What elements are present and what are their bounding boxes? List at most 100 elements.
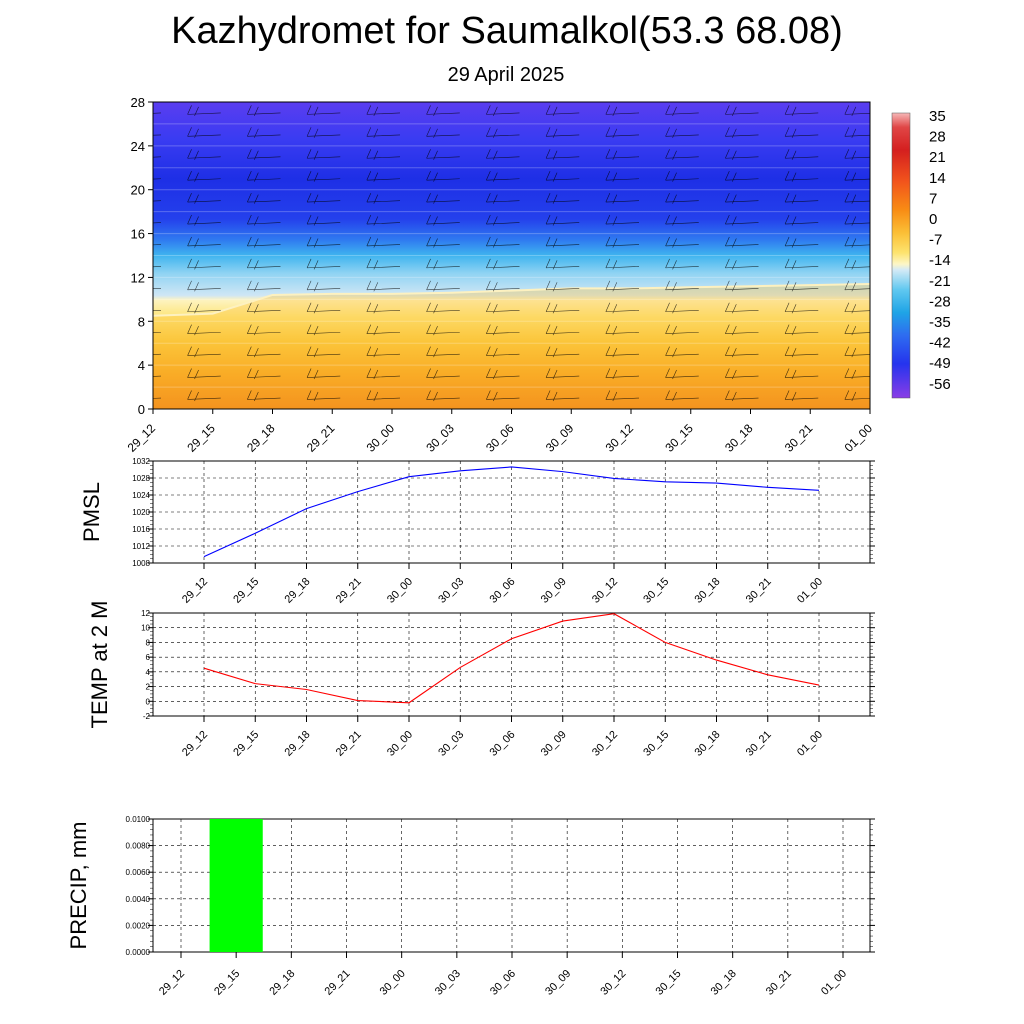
x-tick-label: 01_00 bbox=[795, 576, 825, 606]
wind-barb bbox=[844, 105, 870, 117]
colorbar-label: -42 bbox=[929, 335, 951, 352]
wind-barb bbox=[306, 236, 341, 248]
x-tick-label: 30_09 bbox=[543, 968, 573, 998]
wind-barb bbox=[665, 302, 699, 314]
wind-barb bbox=[784, 127, 819, 138]
x-tick-label: 30_00 bbox=[378, 968, 408, 998]
temp2m-ylabel: TEMP at 2 M bbox=[87, 601, 112, 729]
wind-barb bbox=[665, 171, 699, 182]
wind-barb bbox=[784, 171, 819, 182]
x-tick-label: 29_15 bbox=[231, 576, 261, 606]
wind-barb bbox=[306, 105, 341, 117]
wind-barb bbox=[725, 236, 759, 248]
wind-barb bbox=[486, 192, 520, 204]
x-tick-label: 29_18 bbox=[283, 729, 313, 759]
wind-barb bbox=[844, 171, 870, 182]
wind-barb bbox=[605, 105, 640, 117]
wind-barb bbox=[486, 105, 520, 117]
wind-barb bbox=[725, 280, 759, 292]
wind-barb bbox=[605, 324, 640, 336]
x-tick-label: 29_12 bbox=[125, 421, 159, 455]
wind-barb bbox=[153, 244, 162, 246]
y-tick-label: 12 bbox=[141, 609, 150, 618]
x-tick-label: 30_21 bbox=[782, 421, 816, 455]
x-tick-label: 30_03 bbox=[423, 421, 457, 455]
x-tick-label: 30_00 bbox=[385, 576, 415, 606]
wind-barb bbox=[725, 368, 759, 380]
x-tick-label: 29_21 bbox=[304, 421, 338, 455]
wind-barb bbox=[153, 112, 162, 114]
wind-barb bbox=[605, 390, 640, 402]
wind-barb bbox=[486, 324, 520, 336]
wind-barb bbox=[247, 236, 281, 248]
x-tick-label: 01_00 bbox=[819, 968, 849, 998]
wind-barb bbox=[665, 324, 699, 336]
wind-barb bbox=[426, 105, 460, 117]
x-tick-label: 30_09 bbox=[539, 576, 569, 606]
x-tick-label: 30_12 bbox=[598, 968, 628, 998]
wind-barb bbox=[486, 236, 520, 248]
y-tick-label: 1020 bbox=[132, 508, 150, 517]
wind-barb bbox=[725, 346, 759, 358]
wind-barb bbox=[366, 171, 401, 182]
y-tick-label: 1012 bbox=[132, 542, 150, 551]
wind-barb bbox=[545, 346, 580, 358]
wind-barb bbox=[844, 127, 870, 138]
wind-barb bbox=[153, 156, 162, 158]
x-tick-label: 29_15 bbox=[184, 421, 218, 455]
x-tick-label: 30_06 bbox=[488, 968, 518, 998]
x-tick-label: 29_15 bbox=[231, 729, 261, 759]
x-tick-label: 30_15 bbox=[654, 968, 684, 998]
wind-barb bbox=[366, 302, 401, 314]
wind-barb bbox=[153, 397, 162, 399]
wind-barb bbox=[153, 353, 162, 355]
wind-barb bbox=[545, 368, 580, 380]
wind-barb bbox=[844, 236, 870, 248]
x-tick-label: 30_09 bbox=[539, 729, 569, 759]
x-tick-label: 30_21 bbox=[744, 576, 774, 606]
wind-barb bbox=[153, 288, 162, 290]
wind-barb bbox=[665, 368, 699, 380]
wind-barb bbox=[545, 127, 580, 138]
wind-barb bbox=[187, 236, 221, 248]
wind-barb bbox=[366, 105, 401, 117]
wind-barb bbox=[366, 236, 401, 248]
colorbar-label: -56 bbox=[929, 376, 951, 393]
wind-barb bbox=[844, 280, 870, 292]
wind-barb bbox=[426, 214, 460, 226]
precip-frame bbox=[152, 818, 871, 953]
wind-barb bbox=[545, 149, 580, 160]
colorbar-label: 21 bbox=[929, 149, 946, 166]
x-tick-label: 29_12 bbox=[180, 576, 210, 606]
colorbar-label: 0 bbox=[929, 211, 937, 228]
wind-barb bbox=[187, 171, 221, 182]
wind-barb bbox=[665, 149, 699, 160]
wind-barb bbox=[426, 149, 460, 160]
wind-barb bbox=[306, 390, 341, 402]
wind-barb bbox=[426, 192, 460, 204]
wind-barb bbox=[306, 368, 341, 380]
wind-barb bbox=[725, 105, 759, 117]
wind-barb bbox=[366, 214, 401, 226]
wind-barb bbox=[366, 258, 401, 270]
wind-barb bbox=[366, 127, 401, 138]
wind-barb bbox=[784, 192, 819, 204]
y-tick-label: 24 bbox=[131, 139, 145, 154]
x-tick-label: 29_15 bbox=[212, 968, 242, 998]
wind-barb bbox=[844, 192, 870, 204]
wind-barb bbox=[486, 280, 520, 292]
wind-barb bbox=[306, 346, 341, 358]
wind-barb bbox=[605, 280, 640, 292]
wind-barb bbox=[844, 368, 870, 380]
x-tick-label: 30_15 bbox=[662, 421, 696, 455]
wind-barb bbox=[784, 214, 819, 226]
wind-barb bbox=[844, 258, 870, 270]
wind-barb bbox=[153, 331, 162, 333]
x-tick-label: 30_21 bbox=[764, 968, 794, 998]
x-tick-label: 30_00 bbox=[385, 729, 415, 759]
y-tick-label: 16 bbox=[131, 227, 145, 242]
wind-barb bbox=[366, 280, 401, 292]
wind-barb bbox=[426, 368, 460, 380]
wind-barb bbox=[844, 346, 870, 358]
